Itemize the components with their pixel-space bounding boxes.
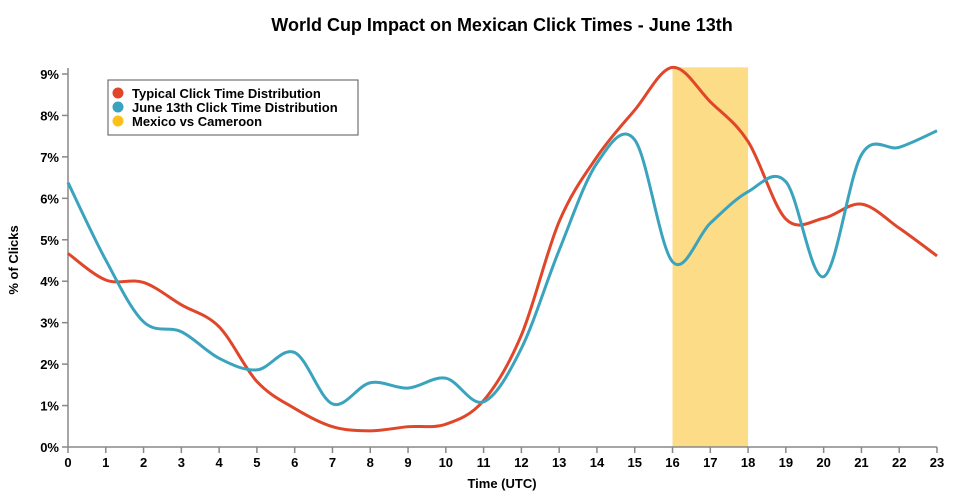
y-tick-label: 2%	[40, 357, 59, 372]
legend: Typical Click Time Distribution June 13t…	[107, 79, 359, 136]
y-tick-label: 1%	[40, 399, 59, 414]
y-tick-label: 0%	[40, 440, 59, 455]
x-tick-label: 19	[779, 455, 793, 470]
x-tick-label: 20	[816, 455, 830, 470]
y-tick-label: 7%	[40, 150, 59, 165]
x-tick-label: 17	[703, 455, 717, 470]
x-tick-label: 21	[854, 455, 868, 470]
x-tick-label: 23	[930, 455, 944, 470]
y-tick-label: 5%	[40, 233, 59, 248]
x-tick-label: 3	[178, 455, 185, 470]
series-line-typical	[67, 65, 938, 433]
x-tick-label: 14	[590, 455, 605, 470]
legend-box	[107, 79, 359, 136]
x-tick-label: 15	[628, 455, 642, 470]
x-tick-label: 7	[329, 455, 336, 470]
y-tick-label: 4%	[40, 274, 59, 289]
x-tick-label: 13	[552, 455, 566, 470]
legend-label-june13: June 13th Click Time Distribution	[132, 100, 338, 115]
y-tick-label: 8%	[40, 108, 59, 123]
legend-label-typical: Typical Click Time Distribution	[132, 86, 321, 101]
x-tick-label: 2	[140, 455, 147, 470]
y-tick-label: 3%	[40, 316, 59, 331]
x-tick-label: 22	[892, 455, 906, 470]
x-axis-label: Time (UTC)	[467, 476, 536, 491]
x-tick-label: 8	[367, 455, 374, 470]
legend-label-match: Mexico vs Cameroon	[132, 114, 262, 129]
x-tick-label: 11	[477, 455, 491, 470]
highlight-band-match	[672, 67, 749, 447]
x-tick-label: 12	[514, 455, 528, 470]
x-tick-label: 6	[291, 455, 298, 470]
x-tick-label: 16	[665, 455, 679, 470]
legend-marker-match	[112, 115, 124, 127]
legend-marker-typical	[112, 87, 124, 99]
chart-title: World Cup Impact on Mexican Click Times …	[271, 15, 732, 35]
y-tick-label: 6%	[40, 191, 59, 206]
x-tick-label: 9	[404, 455, 411, 470]
x-tick-label: 10	[439, 455, 453, 470]
y-axis-label: % of Clicks	[6, 225, 21, 294]
legend-marker-june13	[112, 101, 124, 113]
series-line-june13	[66, 129, 938, 407]
x-tick-label: 0	[64, 455, 71, 470]
x-tick-label: 5	[253, 455, 260, 470]
x-tick-label: 18	[741, 455, 755, 470]
x-tick-label: 1	[102, 455, 109, 470]
y-tick-label: 9%	[40, 67, 59, 82]
x-tick-label: 4	[216, 455, 224, 470]
